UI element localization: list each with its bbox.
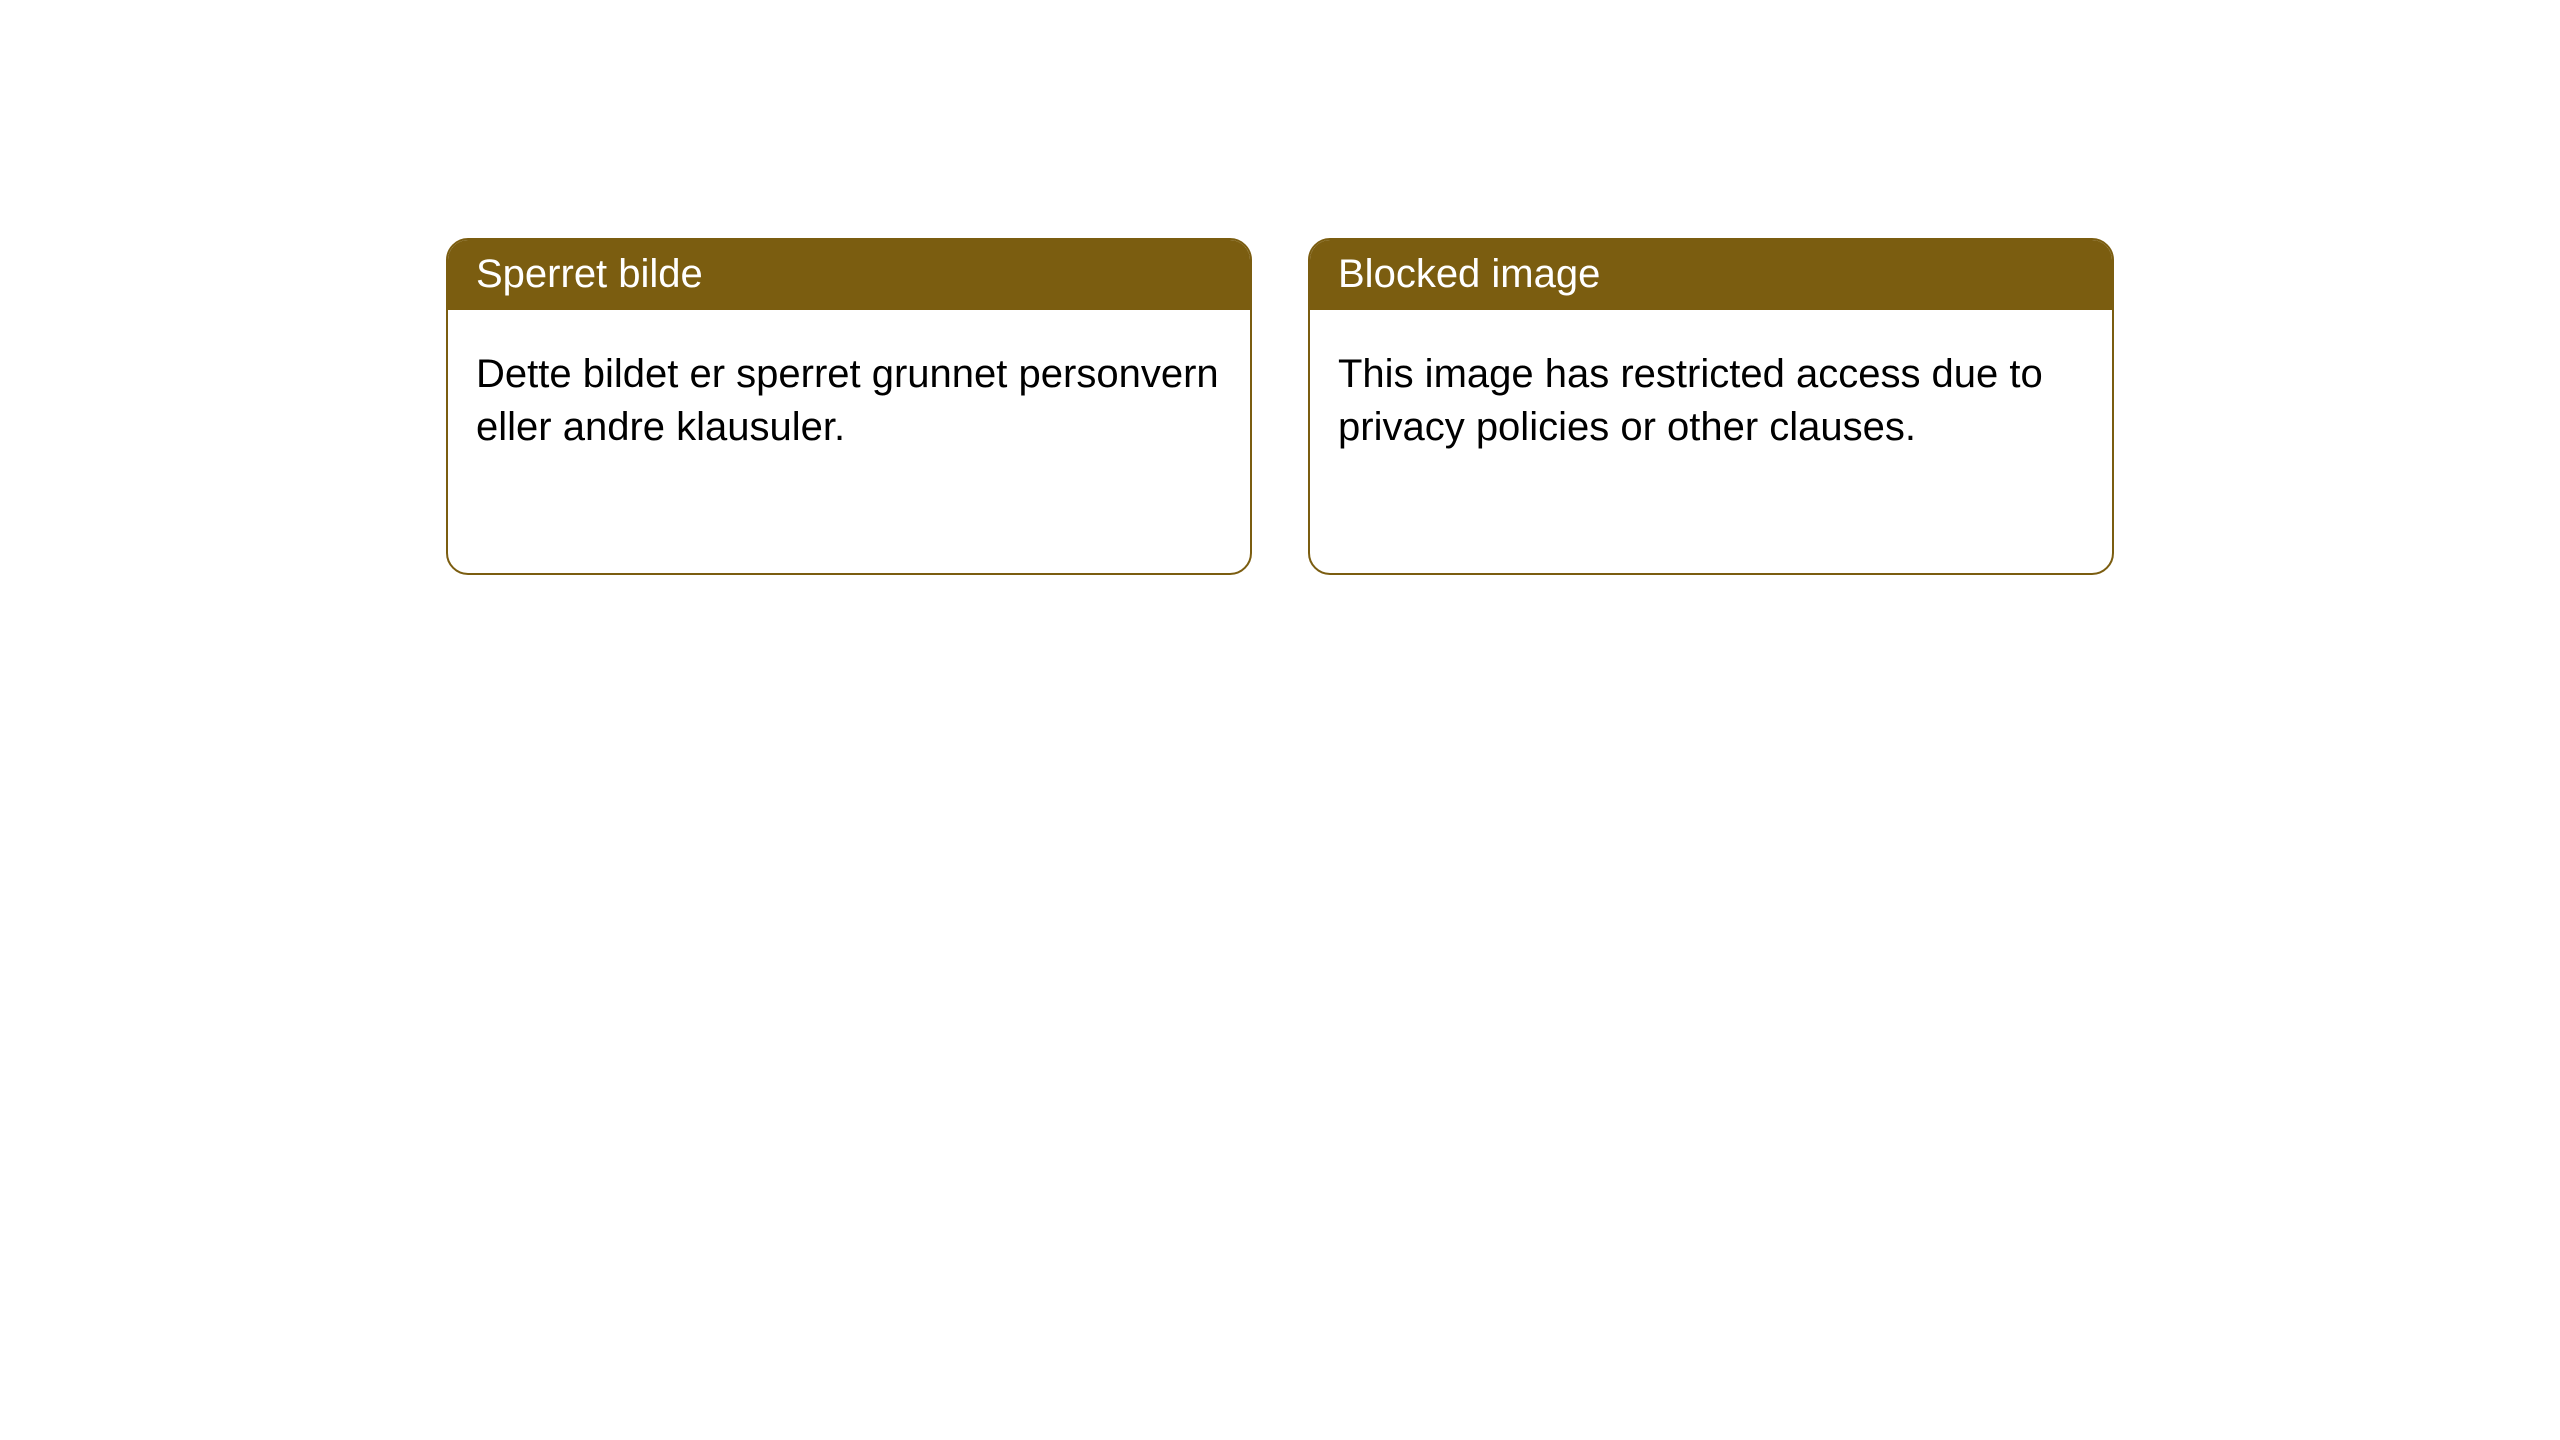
- notice-card-body: Dette bildet er sperret grunnet personve…: [448, 310, 1250, 573]
- notice-card-header: Blocked image: [1310, 240, 2112, 310]
- notice-card-header: Sperret bilde: [448, 240, 1250, 310]
- notice-cards-container: Sperret bilde Dette bildet er sperret gr…: [0, 0, 2560, 575]
- notice-card-body: This image has restricted access due to …: [1310, 310, 2112, 573]
- notice-card-english: Blocked image This image has restricted …: [1308, 238, 2114, 575]
- notice-card-norwegian: Sperret bilde Dette bildet er sperret gr…: [446, 238, 1252, 575]
